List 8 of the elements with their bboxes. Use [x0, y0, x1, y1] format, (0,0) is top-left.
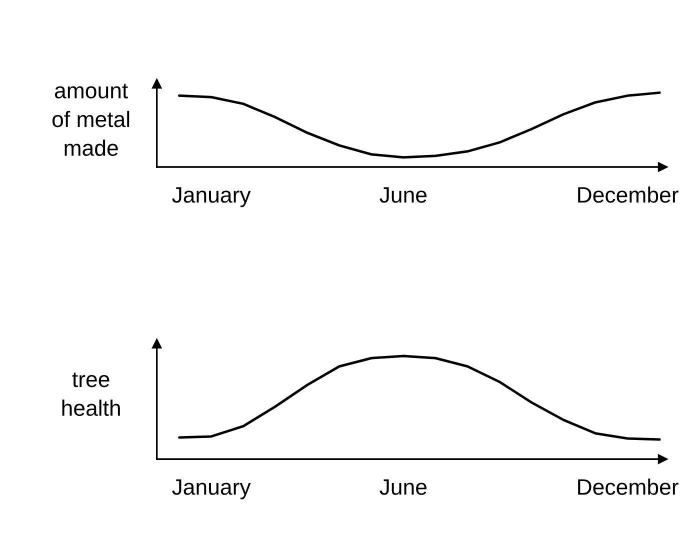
x-tick-label: December [578, 186, 678, 203]
x-tick-label: December [578, 478, 678, 495]
x-tick-label: June [380, 479, 427, 495]
y-axis-title: tree health [62, 372, 120, 416]
x-tick-label: January [172, 479, 251, 500]
x-tick-label: June [380, 187, 427, 203]
y-axis-title: amount of metal made [52, 84, 130, 156]
x-tick-label: January [172, 187, 251, 208]
